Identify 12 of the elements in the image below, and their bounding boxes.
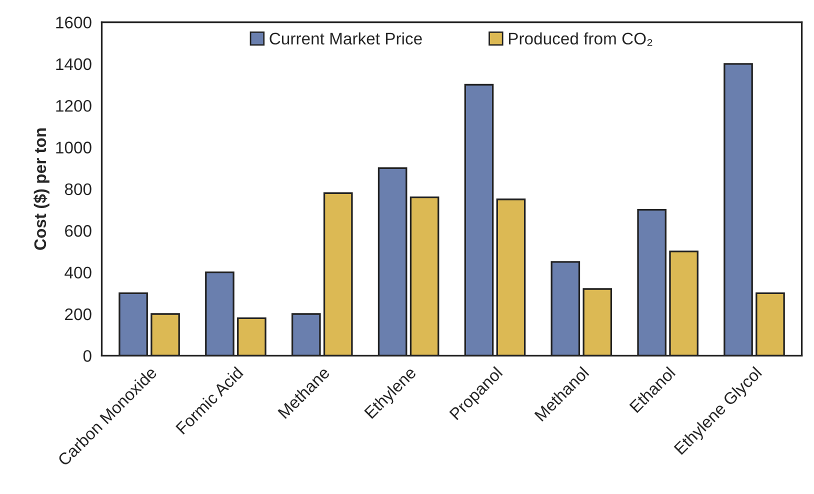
y-tick-label: 1600 <box>56 16 92 28</box>
y-tick-label: 400 <box>64 266 92 279</box>
y-tick-label: 1400 <box>56 58 92 70</box>
y-tick-label: 1200 <box>56 100 92 112</box>
legend-label: Current Market Price <box>270 32 422 45</box>
legend-label: Produced from CO₂ <box>508 32 652 46</box>
y-tick-label: 600 <box>65 225 92 237</box>
y-tick-label: 0 <box>83 350 92 362</box>
y-tick-label: 800 <box>64 183 92 196</box>
y-tick-label: 200 <box>65 308 92 320</box>
y-tick-label: 1000 <box>56 142 92 154</box>
y-axis-title: Cost ($) per ton <box>34 128 50 250</box>
